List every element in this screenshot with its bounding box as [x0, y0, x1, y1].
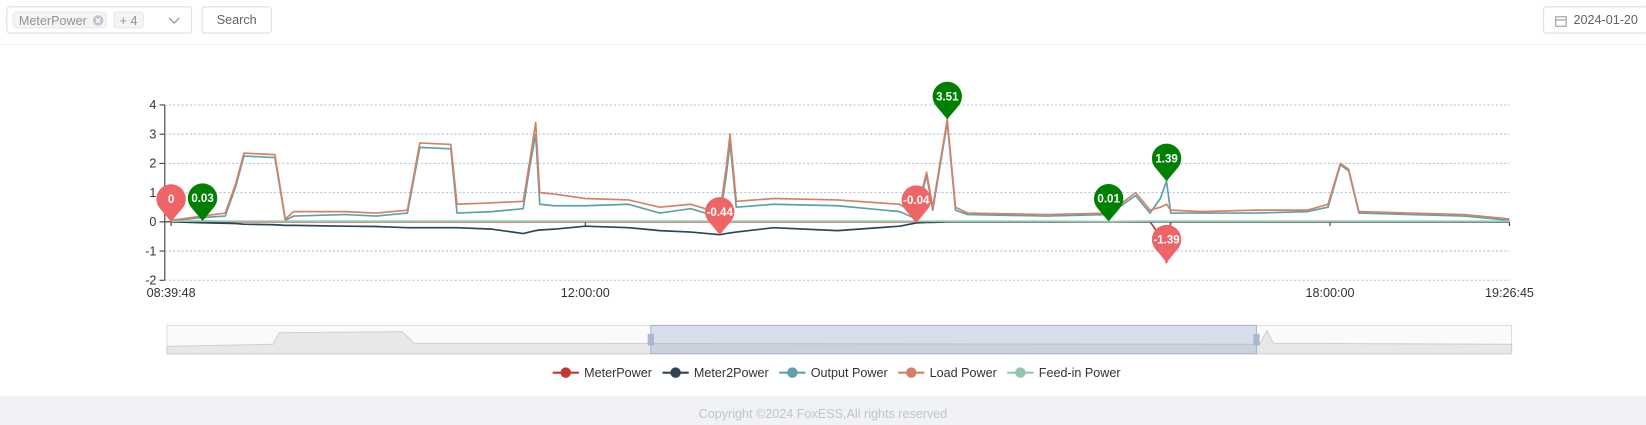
legend-icon [560, 367, 572, 378]
mark-pin [705, 197, 735, 235]
y-tick-label: 4 [149, 98, 156, 112]
more-tag: + 4 [113, 11, 144, 29]
mark-point: -0.04 [901, 185, 931, 224]
mark-pin [901, 185, 931, 224]
legend-label[interactable]: MeterPower [584, 366, 652, 380]
mark-pin [156, 184, 186, 222]
series-line [171, 220, 1510, 223]
y-tick-label: 0 [149, 215, 156, 229]
series-line [171, 121, 1510, 222]
y-tick-label: 1 [149, 186, 156, 200]
select-tag: MeterPower [12, 11, 107, 29]
x-tick-label: 12:00:00 [561, 286, 610, 300]
mark-pin [932, 81, 962, 120]
zoom-handle[interactable] [647, 333, 654, 346]
mark-point: 3.51 [932, 81, 962, 120]
legend-icon [1015, 367, 1026, 378]
zoom-preview [166, 329, 1513, 355]
mark-label: -0.44 [707, 207, 734, 219]
chevron [168, 17, 180, 24]
zoom-handle[interactable] [1253, 333, 1260, 346]
mark-point: 0.01 [1093, 183, 1124, 222]
tag-close[interactable] [92, 15, 104, 27]
mark-label: 0 [168, 194, 174, 206]
divider [0, 44, 1646, 46]
legend-label[interactable]: Meter2Power [694, 366, 769, 380]
legend-label[interactable]: Load Power [930, 366, 997, 380]
x-tick-label: 08:39:48 [147, 286, 196, 300]
mark-label: -0.04 [903, 195, 930, 207]
mark-point: -0.44 [705, 197, 735, 235]
mark-label: -1.39 [1153, 235, 1179, 247]
legend-icon [670, 367, 681, 378]
y-tick-label: 3 [149, 127, 156, 141]
series-line [171, 220, 1510, 236]
y-tick-label: -1 [145, 244, 156, 258]
footer: Copyright ©2024 FoxESS,All rights reserv… [0, 395, 1646, 425]
mark-pin [1151, 143, 1182, 182]
zoom-window[interactable] [650, 324, 1258, 355]
legend-label[interactable]: Output Power [811, 366, 888, 380]
mark-point: 1.39 [1151, 143, 1182, 182]
x-tick-label: 19:26:45 [1485, 286, 1534, 300]
mark-point: 0.03 [187, 183, 218, 221]
mark-point: -1.39 [1151, 224, 1182, 263]
legend-icon [787, 367, 798, 378]
mark-label: 0.03 [191, 193, 213, 205]
legend: MeterPower Meter2Power Output Power Load Po… [552, 366, 1121, 380]
y-tick-label: -2 [145, 273, 156, 287]
series-select[interactable]: MeterPower + 4 [6, 6, 193, 34]
x-tick-label: 18:00:00 [1306, 286, 1355, 300]
series-line [171, 220, 1510, 264]
mark-pin [1151, 224, 1182, 263]
legend-label[interactable]: Feed-in Power [1039, 366, 1121, 380]
mark-label: 1.39 [1155, 153, 1177, 165]
mark-pin [1093, 183, 1124, 222]
date-text: 2024-01-20 [1573, 12, 1638, 28]
date-picker[interactable]: 2024-01-20 [1543, 6, 1646, 34]
calendar-icon [1555, 16, 1567, 27]
mark-label: 3.51 [936, 91, 959, 103]
mark-label: 0.01 [1097, 194, 1120, 206]
legend-icon [906, 367, 917, 378]
y-tick-label: 2 [149, 157, 156, 171]
series-line [170, 118, 1510, 222]
mark-point: 0 [156, 184, 186, 222]
data-zoom[interactable] [166, 324, 1513, 355]
search-button[interactable]: Search [201, 6, 272, 34]
mark-pin [187, 183, 218, 221]
